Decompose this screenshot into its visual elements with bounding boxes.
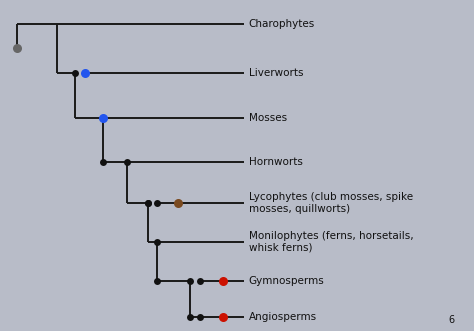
Text: Mosses: Mosses bbox=[249, 113, 287, 123]
Text: Charophytes: Charophytes bbox=[249, 19, 315, 29]
Text: Gymnosperms: Gymnosperms bbox=[249, 276, 325, 286]
Text: Angiosperms: Angiosperms bbox=[249, 312, 317, 322]
Text: Monilophytes (ferns, horsetails,
whisk ferns): Monilophytes (ferns, horsetails, whisk f… bbox=[249, 231, 413, 253]
Text: 6: 6 bbox=[449, 315, 455, 325]
Text: Hornworts: Hornworts bbox=[249, 157, 302, 167]
Text: Liverworts: Liverworts bbox=[249, 68, 303, 78]
Text: Lycophytes (club mosses, spike
mosses, quillworts): Lycophytes (club mosses, spike mosses, q… bbox=[249, 192, 413, 214]
